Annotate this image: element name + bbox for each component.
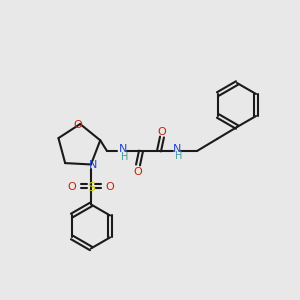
Text: N: N <box>173 144 181 154</box>
Text: N: N <box>119 144 127 154</box>
Text: N: N <box>89 160 97 170</box>
Text: S: S <box>87 182 95 194</box>
Text: O: O <box>68 182 76 193</box>
Text: H: H <box>121 152 129 162</box>
Text: O: O <box>106 182 114 193</box>
Text: O: O <box>134 167 142 177</box>
Text: H: H <box>175 151 183 161</box>
Text: O: O <box>158 127 166 137</box>
Text: O: O <box>74 120 82 130</box>
